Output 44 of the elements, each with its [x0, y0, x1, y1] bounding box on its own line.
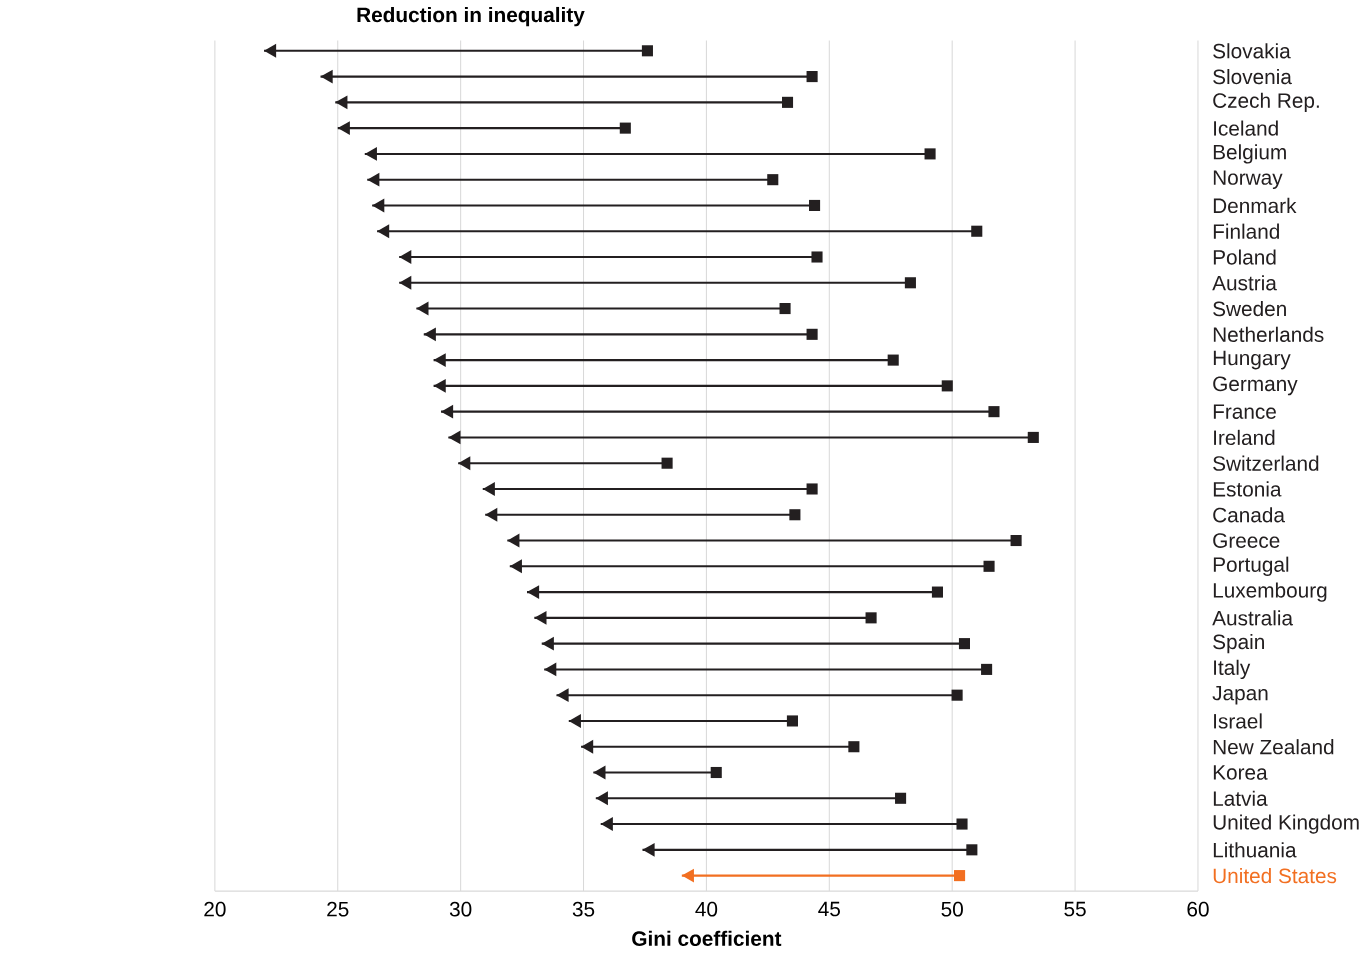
y-tick-label: Canada [1213, 507, 1285, 523]
y-tick-label: Sweden [1213, 300, 1286, 317]
chart-title: Reduction in inequality [357, 6, 585, 27]
y-tick-label: Germany [1213, 376, 1298, 396]
x-tick-label: 20 [204, 901, 226, 917]
x-tick-label: 60 [1187, 901, 1209, 917]
y-tick-label: France [1213, 404, 1276, 419]
y-tick-label: Latvia [1213, 790, 1268, 806]
y-tick-label: Slovakia [1213, 43, 1291, 59]
y-tick-label: Korea [1213, 765, 1268, 780]
y-tick-label: Israel [1214, 713, 1262, 729]
y-tick-label: Portugal [1213, 556, 1289, 577]
y-tick-label: United Kingdom [1213, 814, 1359, 834]
y-tick-label: Lithuania [1213, 842, 1297, 858]
x-axis-title: Gini coefficient [632, 930, 782, 947]
x-tick-label: 30 [449, 901, 472, 917]
y-tick-label: Austria [1212, 275, 1277, 291]
y-tick-label: Norway [1213, 170, 1283, 190]
y-tick-label: Australia [1212, 610, 1294, 626]
y-tick-label: Spain [1213, 633, 1264, 654]
y-tick-label: Luxembourg [1213, 582, 1327, 602]
y-tick-label: Japan [1212, 685, 1268, 705]
y-tick-label: Ireland [1214, 429, 1275, 446]
y-tick-label: Estonia [1213, 481, 1282, 497]
y-tick-label: Belgium [1213, 144, 1286, 164]
x-tick-label: 25 [327, 901, 349, 917]
x-tick-label: 50 [941, 901, 963, 917]
x-tick-label: 55 [1064, 901, 1086, 917]
y-tick-label: New Zealand [1213, 739, 1334, 755]
y-tick-label: Iceland [1214, 120, 1278, 136]
y-tick-label: Denmark [1213, 197, 1297, 214]
y-tick-label: Italy [1214, 659, 1251, 680]
x-tick-label: 40 [695, 901, 718, 917]
y-tick-label: Switzerland [1213, 455, 1319, 471]
y-tick-label: Poland [1213, 249, 1276, 265]
y-tick-label: Czech Rep. [1213, 92, 1319, 113]
y-tick-label: Finland [1213, 223, 1279, 239]
x-tick-label: 45 [818, 901, 840, 917]
y-tick-label: Netherlands [1213, 326, 1324, 342]
y-tick-label: Slovenia [1213, 69, 1292, 85]
y-tick-label: Greece [1213, 533, 1280, 548]
x-tick-label: 35 [572, 901, 595, 917]
y-tick-label: United States [1213, 868, 1337, 884]
y-tick-label: Hungary [1213, 350, 1291, 370]
